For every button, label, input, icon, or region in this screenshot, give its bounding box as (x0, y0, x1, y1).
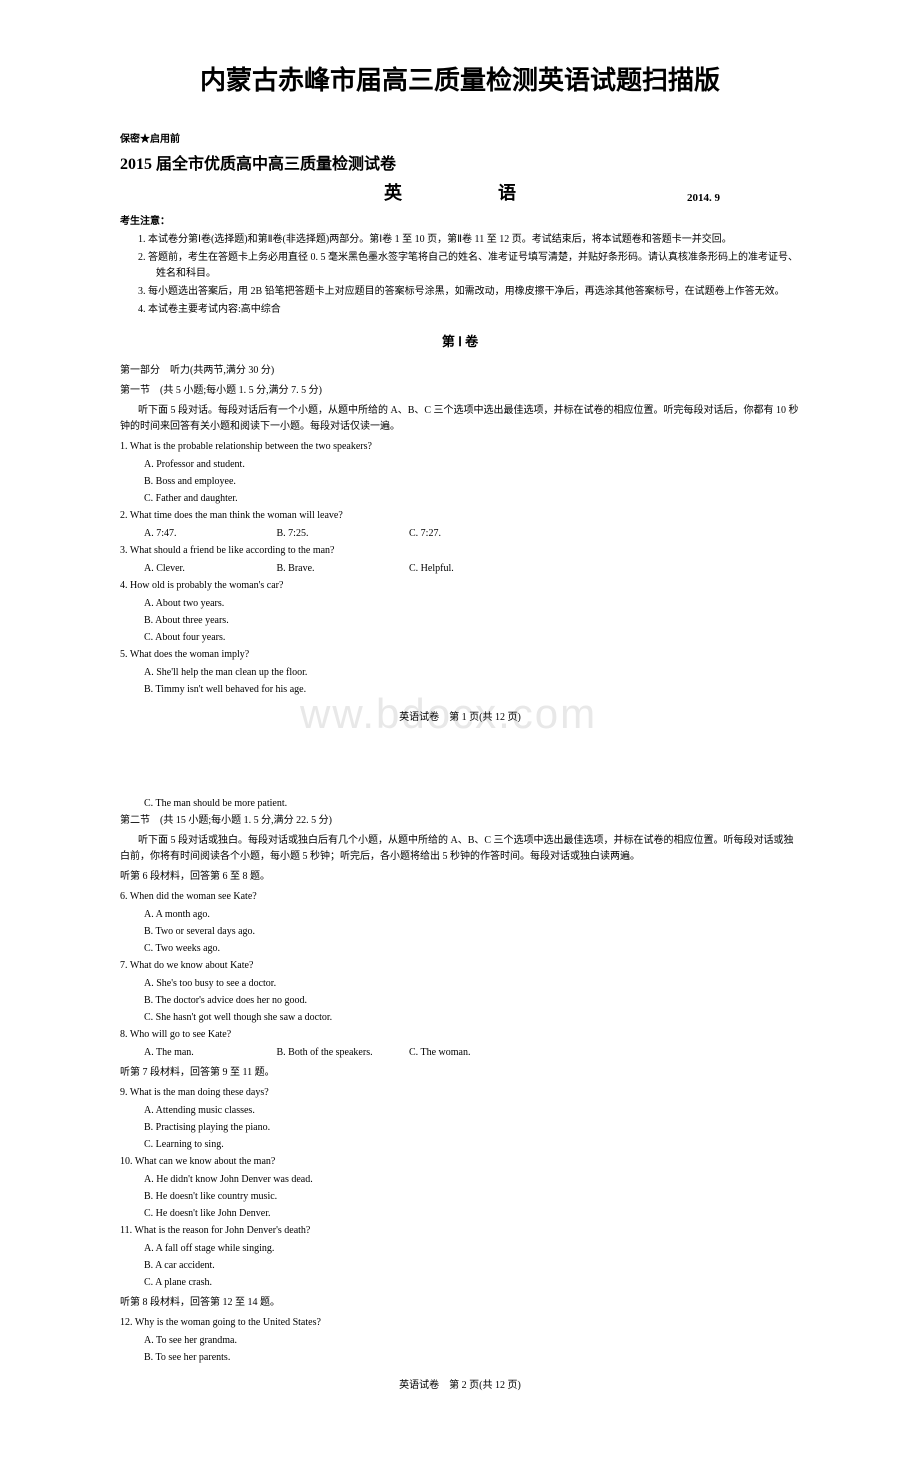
part-header: 第 Ⅰ 卷 (120, 332, 800, 353)
page-footer: 英语试卷 第 2 页(共 12 页) (120, 1378, 800, 1394)
option: B. Practising playing the piano. (144, 1120, 800, 1136)
option: C. The man should be more patient. (144, 796, 800, 812)
option: B. Both of the speakers. (277, 1045, 407, 1061)
page-footer: 英语试卷 第 1 页(共 12 页) (120, 710, 800, 726)
exam-date: 2014. 9 (687, 190, 720, 208)
notice-item: 3. 每小题选出答案后，用 2B 铅笔把答题卡上对应题目的答案标号涂黑，如需改动… (138, 284, 800, 300)
section-title: 第一部分 听力(共两节,满分 30 分) (120, 363, 800, 379)
exam-title-1: 2015 届全市优质高中高三质量检测试卷 (120, 152, 800, 178)
material-note: 听第 8 段材料，回答第 12 至 14 题。 (120, 1295, 800, 1311)
question: 9. What is the man doing these days? (120, 1085, 800, 1101)
option: B. The doctor's advice does her no good. (144, 993, 800, 1009)
option: C. Father and daughter. (144, 491, 800, 507)
option: C. Helpful. (409, 561, 539, 577)
option: B. Timmy isn't well behaved for his age. (144, 682, 800, 698)
question: 2. What time does the man think the woma… (120, 508, 800, 524)
question: 4. How old is probably the woman's car? (120, 578, 800, 594)
option: C. About four years. (144, 630, 800, 646)
question: 6. When did the woman see Kate? (120, 889, 800, 905)
option: A. He didn't know John Denver was dead. (144, 1172, 800, 1188)
option: C. Two weeks ago. (144, 941, 800, 957)
option: B. A car accident. (144, 1258, 800, 1274)
option: C. 7:27. (409, 526, 539, 542)
option: A. She's too busy to see a doctor. (144, 976, 800, 992)
option: B. Two or several days ago. (144, 924, 800, 940)
option: A. Attending music classes. (144, 1103, 800, 1119)
notice-item: 2. 答题前，考生在答题卡上务必用直径 0. 5 毫米黑色墨水签字笔将自己的姓名… (138, 250, 800, 282)
option: B. He doesn't like country music. (144, 1189, 800, 1205)
question: 1. What is the probable relationship bet… (120, 439, 800, 455)
subsection: 第一节 (共 5 小题;每小题 1. 5 分,满分 7. 5 分) (120, 383, 800, 399)
notice-item: 1. 本试卷分第Ⅰ卷(选择题)和第Ⅱ卷(非选择题)两部分。第Ⅰ卷 1 至 10 … (138, 232, 800, 248)
question: 11. What is the reason for John Denver's… (120, 1223, 800, 1239)
option: A. A month ago. (144, 907, 800, 923)
option: B. To see her parents. (144, 1350, 800, 1366)
question: 10. What can we know about the man? (120, 1154, 800, 1170)
option: A. A fall off stage while singing. (144, 1241, 800, 1257)
material-note: 听第 7 段材料，回答第 9 至 11 题。 (120, 1065, 800, 1081)
option-row: A. Clever. B. Brave. C. Helpful. (144, 561, 800, 577)
page-title: 内蒙古赤峰市届高三质量检测英语试题扫描版 (120, 60, 800, 102)
option: A. Professor and student. (144, 457, 800, 473)
notice-header: 考生注意： (120, 214, 800, 230)
option: B. About three years. (144, 613, 800, 629)
instruction: 听下面 5 段对话或独白。每段对话或独白后有几个小题，从题中所给的 A、B、C … (120, 833, 800, 865)
question: 8. Who will go to see Kate? (120, 1027, 800, 1043)
option: B. Boss and employee. (144, 474, 800, 490)
option: B. 7:25. (277, 526, 407, 542)
option: A. 7:47. (144, 526, 274, 542)
option: A. Clever. (144, 561, 274, 577)
option: A. About two years. (144, 596, 800, 612)
option: C. A plane crash. (144, 1275, 800, 1291)
option-row: A. The man. B. Both of the speakers. C. … (144, 1045, 800, 1061)
option: A. She'll help the man clean up the floo… (144, 665, 800, 681)
question: 7. What do we know about Kate? (120, 958, 800, 974)
option: C. He doesn't like John Denver. (144, 1206, 800, 1222)
option: C. The woman. (409, 1045, 539, 1061)
material-note: 听第 6 段材料，回答第 6 至 8 题。 (120, 869, 800, 885)
notice-item: 4. 本试卷主要考试内容:高中综合 (138, 302, 800, 318)
subsection: 第二节 (共 15 小题;每小题 1. 5 分,满分 22. 5 分) (120, 813, 800, 829)
question: 5. What does the woman imply? (120, 647, 800, 663)
option: A. To see her grandma. (144, 1333, 800, 1349)
confidential-label: 保密★启用前 (120, 132, 800, 148)
option: A. The man. (144, 1045, 274, 1061)
option: B. Brave. (277, 561, 407, 577)
instruction: 听下面 5 段对话。每段对话后有一个小题，从题中所给的 A、B、C 三个选项中选… (120, 403, 800, 435)
option: C. She hasn't got well though she saw a … (144, 1010, 800, 1026)
option: C. Learning to sing. (144, 1137, 800, 1153)
option-row: A. 7:47. B. 7:25. C. 7:27. (144, 526, 800, 542)
question: 3. What should a friend be like accordin… (120, 543, 800, 559)
question: 12. Why is the woman going to the United… (120, 1315, 800, 1331)
